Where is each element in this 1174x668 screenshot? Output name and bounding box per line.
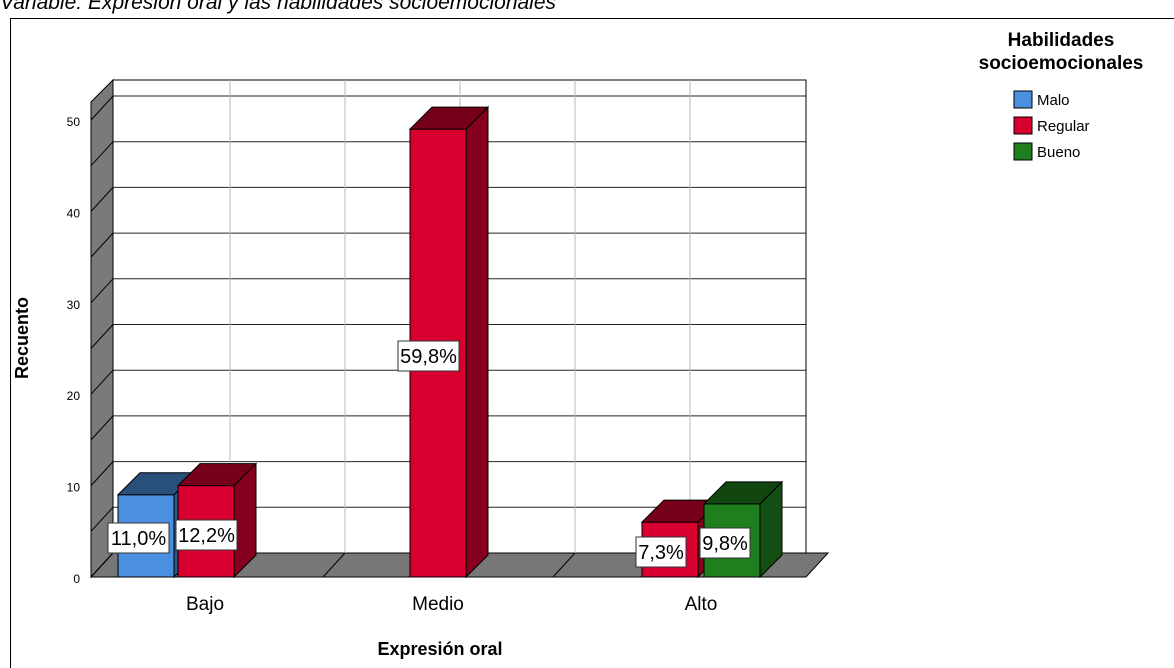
bar-side [465, 105, 489, 579]
x-tick-label: Medio [412, 594, 464, 615]
grid-line-side [90, 369, 114, 395]
data-label: 12,2% [175, 519, 238, 551]
legend-swatch [1013, 90, 1033, 109]
grid-line-side [90, 461, 114, 486]
floor-grid-line [552, 552, 576, 578]
data-label-box [175, 519, 238, 551]
data-label-text: 11,0% [111, 528, 166, 550]
x-tick-label: Bajo [186, 594, 224, 615]
data-label-text: 7,3% [638, 542, 684, 564]
chart-data-labels: 11,0% 12,2% 59,8% 7,3% 9,8% [107, 340, 751, 568]
legend-swatch [1013, 116, 1033, 135]
chart-legend: Habilidades socioemocionales Malo Regular… [979, 30, 1144, 161]
data-label: 11,0% [107, 522, 170, 554]
data-label-text: 12,2% [178, 525, 235, 547]
grid-line-side [90, 415, 114, 441]
y-tick-label: 30 [67, 298, 81, 312]
data-label: 7,3% [635, 536, 687, 568]
legend-item-regular: Regular [1013, 116, 1090, 135]
legend-label: Regular [1037, 118, 1090, 135]
chart-frame [10, 18, 1174, 668]
bar-top [702, 481, 784, 505]
bar-top [176, 463, 258, 487]
grid-line-side [90, 95, 114, 121]
grid-line-side [90, 506, 114, 532]
grid-line-side [90, 278, 114, 304]
y-tick-label: 50 [67, 115, 81, 129]
legend-item-malo: Malo [1013, 90, 1070, 109]
page-title: Variable: Expresión oral y las habilidad… [0, 0, 557, 14]
data-label: 9,8% [699, 527, 751, 559]
grid-line-side [90, 187, 114, 212]
y-tick-label: 40 [67, 206, 81, 220]
data-label-box [397, 340, 460, 372]
grid-line-side [90, 232, 114, 258]
legend-label: Malo [1037, 92, 1070, 109]
y-axis-title: Recuento [12, 297, 32, 379]
data-label-text: 9,8% [702, 533, 748, 555]
data-label-box [635, 536, 687, 568]
grid-line-side [90, 324, 114, 349]
grid-line-side [90, 141, 114, 167]
data-label-text: 59,8% [400, 346, 457, 368]
legend-label: Bueno [1037, 144, 1080, 161]
grid-line-side [90, 552, 114, 578]
legend-title-line-2: socioemocionales [979, 53, 1144, 74]
x-axis-title: Expresión oral [377, 639, 502, 659]
floor-grid-line [322, 552, 346, 578]
x-tick-label: Alto [685, 594, 718, 615]
chart-axes: 0 10 20 30 40 50 Bajo Medio Alto [67, 115, 718, 615]
y-tick-label: 0 [73, 572, 80, 586]
legend-swatch [1013, 142, 1033, 161]
legend-item-bueno: Bueno [1013, 142, 1080, 161]
y-tick-label: 20 [67, 389, 81, 403]
bar-top [408, 106, 490, 130]
y-tick-label: 10 [67, 481, 81, 495]
bar-regular-bajo [176, 462, 258, 579]
data-label-box [699, 527, 751, 559]
data-label: 59,8% [397, 340, 460, 372]
data-label-box [107, 522, 170, 554]
legend-title-line-1: Habilidades [1008, 30, 1115, 51]
